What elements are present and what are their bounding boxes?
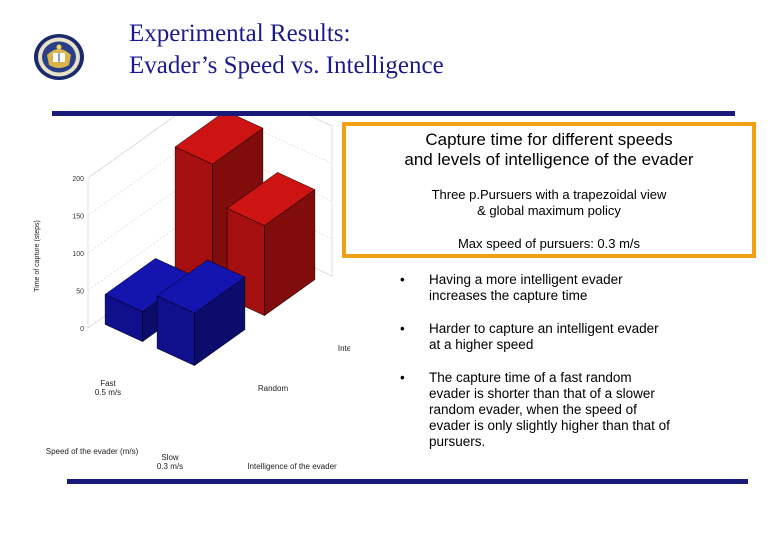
bullet-item: • The capture time of a fast random evad…: [398, 370, 728, 450]
grid-line: [87, 116, 333, 216]
chart-bar: [156, 259, 246, 367]
z-tick-label: 0: [80, 326, 84, 333]
title-line-2: Evader’s Speed vs. Intelligence: [129, 52, 444, 79]
speed-tick-label: Fast 0.5 m/s: [95, 379, 121, 397]
intelligence-tick-label: Intelligent: [338, 344, 350, 353]
z-axis-label: Time of capture (steps): [34, 220, 41, 292]
title-line-1: Experimental Results:: [129, 20, 351, 47]
grid-line: [87, 116, 333, 179]
chart-bars: [104, 116, 316, 367]
bar-top-face: [226, 172, 316, 226]
bullet-text: Harder to capture an intelligent evader …: [429, 321, 659, 352]
z-tick-label: 200: [72, 176, 84, 183]
callout-max-speed: Max speed of pursuers: 0.3 m/s: [457, 236, 641, 251]
bullet-item: • Having a more intelligent evader incre…: [398, 272, 728, 304]
bar-top-face: [174, 116, 264, 165]
z-tick-label: 100: [72, 251, 84, 258]
callout-box: Capture time for different speeds and le…: [342, 122, 756, 258]
bullet-text: The capture time of a fast random evader…: [429, 370, 670, 449]
bullet-text: Having a more intelligent evader increas…: [429, 272, 623, 303]
callout-setup: Three p.Pursuers with a trapezoidal view…: [431, 187, 667, 218]
bullet-marker: •: [400, 370, 405, 385]
title-divider: [52, 111, 735, 116]
z-tick-label: 150: [72, 214, 84, 221]
bullet-item: • Harder to capture an intelligent evade…: [398, 321, 728, 353]
slide-title: Experimental Results: Evader’s Speed vs.…: [129, 18, 444, 82]
y-axis-label: Intelligence of the evader: [247, 462, 337, 471]
bullet-list: • Having a more intelligent evader incre…: [398, 272, 728, 467]
speed-tick-label: Slow 0.3 m/s: [157, 453, 183, 471]
intelligence-tick-label: Random: [258, 384, 289, 393]
chart-labels: 0 50 100 150 200 Fast 0.5 m/s Slow 0.3 m/s Random…: [34, 176, 350, 471]
callout-title: Capture time for different speeds and le…: [404, 130, 694, 169]
x-axis-label: Speed of the evader (m/s): [46, 447, 139, 456]
capture-time-3d-bar-chart: 0 50 100 150 200 Fast 0.5 m/s Slow 0.3 m/s Random…: [34, 116, 350, 471]
footer-divider: [67, 479, 748, 484]
university-seal-logo: [34, 34, 84, 80]
bar-top-face: [156, 259, 246, 314]
bullet-marker: •: [400, 272, 405, 287]
z-tick-label: 50: [76, 289, 84, 296]
chart-bar: [226, 172, 316, 317]
bullet-marker: •: [400, 321, 405, 336]
